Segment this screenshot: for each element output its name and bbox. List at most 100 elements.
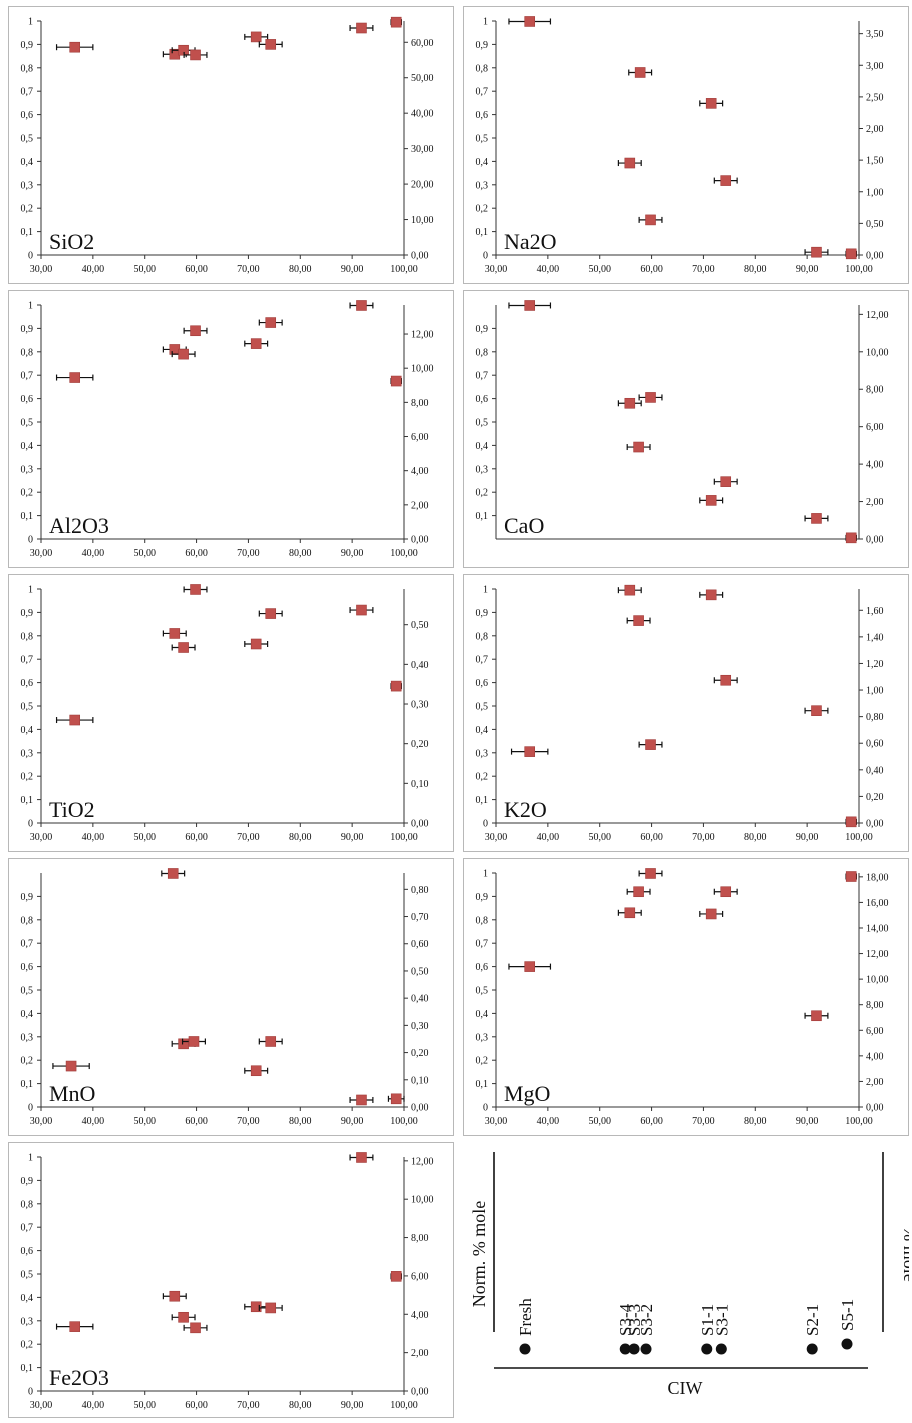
bottom-tick-label: 50,00 — [588, 264, 611, 275]
data-point — [171, 348, 196, 360]
left-tick-label: 0,3 — [21, 464, 34, 475]
point-marker — [720, 175, 732, 186]
bottom-tick-label: 40,00 — [82, 1400, 105, 1411]
left-tick-label: 0,5 — [21, 702, 34, 713]
left-tick-label: 0,2 — [476, 772, 489, 783]
left-tick-label: 0 — [28, 251, 33, 262]
bottom-tick-label: 70,00 — [692, 1116, 715, 1127]
point-marker — [65, 1060, 77, 1072]
data-point — [804, 246, 829, 258]
chart-svg: 0 0,1 0,2 0,3 0,4 0,5 0,6 0,7 0,8 0,9 0,00 0,10 0,20… — [21, 868, 429, 1127]
bottom-tick-label: 60,00 — [640, 832, 663, 843]
bottom-tick-label: 100,00 — [845, 264, 873, 275]
sample-label: S5-1 — [838, 1299, 857, 1331]
panel-label: TiO2 — [49, 797, 95, 822]
left-tick-label: 0,4 — [21, 725, 34, 736]
left-tick-label: 0,7 — [21, 939, 34, 950]
right-tick-label: 12,00 — [866, 310, 889, 321]
point-marker — [356, 1152, 367, 1163]
point-marker — [705, 98, 717, 109]
left-tick-label: 0,2 — [21, 1056, 34, 1067]
right-tick-label: 10,00 — [411, 215, 434, 226]
left-tick-label: 0,1 — [21, 511, 34, 522]
right-tick-label: 0,50 — [866, 219, 884, 230]
data-point — [244, 338, 269, 349]
bottom-tick-label: 50,00 — [588, 832, 611, 843]
bottom-tick-label: 40,00 — [82, 548, 105, 559]
left-tick-label: 0,3 — [21, 1316, 34, 1327]
data-point — [626, 441, 651, 453]
left-tick-label: 0,7 — [476, 371, 489, 382]
left-tick-label: 1 — [28, 585, 33, 596]
data-point — [628, 67, 653, 78]
left-tick-label: 0,9 — [476, 608, 489, 619]
left-tick-label: 0,3 — [476, 180, 489, 191]
sample-label: S3-3 — [625, 1304, 644, 1336]
chart-panel-al2o3: 0 0,1 0,2 0,3 0,4 0,5 0,6 0,7 0,8 0,9 1 0,00 2,00 4,0… — [8, 290, 454, 568]
legend-panel: Norm. % mole % mole CIW Fresh S3-4S3-3S3-2 S1… — [463, 1142, 912, 1418]
left-tick-label: 0,6 — [21, 962, 34, 973]
right-tick-label: 0,70 — [411, 912, 429, 923]
left-tick-label: 0,4 — [21, 441, 34, 452]
bottom-tick-label: 50,00 — [133, 548, 156, 559]
data-point — [638, 868, 663, 879]
right-tick-label: 50,00 — [411, 73, 434, 84]
left-tick-label: 0,4 — [21, 1009, 34, 1020]
panel-label: SiO2 — [49, 229, 94, 254]
point-marker — [356, 604, 367, 616]
point-marker — [190, 584, 201, 595]
right-tick-label: 40,00 — [411, 109, 434, 120]
data-point — [699, 908, 724, 920]
right-tick-label: 1,50 — [866, 156, 884, 167]
point-marker — [524, 300, 536, 311]
right-tick-label: 6,00 — [411, 432, 429, 443]
data-point — [244, 31, 269, 43]
right-tick-label: 0,00 — [866, 251, 884, 262]
bottom-tick-label: 30,00 — [485, 264, 508, 275]
left-tick-label: 0,5 — [21, 134, 34, 145]
data-point — [699, 589, 724, 601]
point-marker — [390, 16, 402, 28]
bottom-tick-label: 30,00 — [30, 1400, 53, 1411]
left-tick-label: 1 — [483, 869, 488, 880]
point-marker — [720, 886, 732, 898]
right-tick-label: 6,00 — [866, 1026, 884, 1037]
bottom-tick-label: 30,00 — [30, 832, 53, 843]
data-point — [713, 674, 738, 686]
left-tick-label: 0,7 — [476, 655, 489, 666]
left-tick-label: 0,3 — [476, 1032, 489, 1043]
chart-panel-tio2: 0 0,1 0,2 0,3 0,4 0,5 0,6 0,7 0,8 0,9 1 0,00 0,10 0,2… — [8, 574, 454, 852]
point-marker — [705, 589, 717, 601]
sample-dot — [715, 1343, 727, 1355]
left-tick-label: 1 — [483, 17, 488, 28]
left-tick-label: 0,5 — [21, 1270, 34, 1281]
data-point — [713, 476, 738, 487]
point-marker — [250, 338, 262, 349]
bottom-tick-label: 70,00 — [237, 548, 260, 559]
left-tick-label: 0 — [483, 251, 488, 262]
point-marker — [390, 680, 402, 692]
right-tick-label: 2,00 — [866, 1077, 884, 1088]
left-tick-label: 0,8 — [21, 63, 34, 74]
data-point — [804, 513, 829, 524]
right-tick-label: 2,00 — [411, 1348, 429, 1359]
sample-dot — [640, 1343, 652, 1355]
panel-label: Na2O — [504, 229, 557, 254]
bottom-tick-label: 70,00 — [692, 264, 715, 275]
left-tick-label: 1 — [28, 1153, 33, 1164]
left-tick-label: 0,9 — [21, 1176, 34, 1187]
point-marker — [705, 908, 717, 920]
point-marker — [705, 495, 717, 506]
left-tick-label: 0,7 — [476, 939, 489, 950]
left-tick-label: 0,9 — [476, 324, 489, 335]
point-marker — [390, 1093, 402, 1105]
bottom-tick-label: 100,00 — [845, 1116, 873, 1127]
left-tick-label: 0,8 — [476, 347, 489, 358]
bottom-tick-label: 90,00 — [796, 1116, 819, 1127]
data-point — [387, 1093, 405, 1105]
point-marker — [250, 31, 262, 43]
left-tick-label: 0,1 — [21, 795, 34, 806]
sample-label: S1-1 — [698, 1304, 717, 1336]
left-tick-label: 1 — [28, 17, 33, 28]
point-marker — [190, 49, 201, 61]
